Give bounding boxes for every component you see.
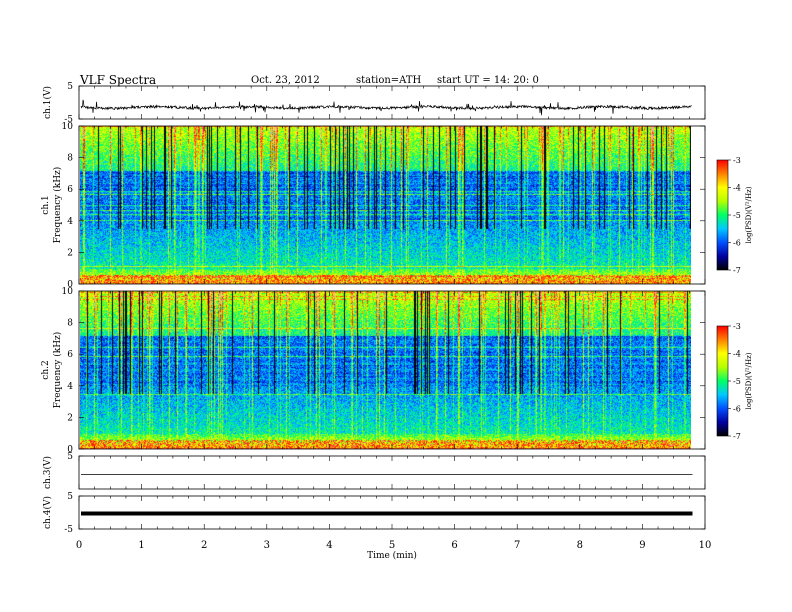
ch3-voltage-ylabel: ch.3(V) [42,456,53,489]
ch1-spectrum-ytick-3: 6 [67,185,73,195]
x-tick-label-3: 3 [264,540,270,551]
ch3-voltage-x-ticks [78,456,706,489]
ch2-spectrum-ytick-5: 10 [62,287,74,297]
x-tick-label-7: 7 [514,540,520,551]
ch1-spectrum-ytick-2: 4 [67,217,73,227]
ch4-voltage-ytick-1: -5 [64,525,73,535]
ch1-spectrum-x-ticks [78,126,706,284]
ch2-spectrum-ylabel: Frequency (kHz) [52,332,63,409]
ch1-spectrum-ytick-4: 8 [67,154,73,164]
ch2-spectrum-ytick-2: 4 [67,382,73,392]
ch1-spectrum-ytick-0: 0 [67,280,73,290]
ch2-spectrum-colorbar-tick-0: -3 [733,322,741,331]
ch1-spectrum-ytick-1: 2 [67,248,73,258]
x-tick-label-2: 2 [201,540,207,551]
x-tick-label-10: 10 [699,540,712,551]
ch2-spectrum-ytick-1: 2 [67,413,73,423]
ch2-spectrum-x-ticks [78,291,706,449]
ch4-voltage-x-ticks [78,496,706,529]
date-label: Oct. 23, 2012 [251,75,320,86]
start-time-label: start UT = 14: 20: 0 [437,75,539,86]
ch2-spectrum-colorbar-tick-1: -4 [733,350,741,359]
ch2-spectrum-colorbar [716,325,729,437]
ch1-voltage-trace [80,99,693,116]
ch4-voltage-ytick-0: 5 [67,492,73,502]
ch2-spectrum-colorbar-tick-3: -6 [733,405,741,414]
x-tick-label-1: 1 [138,540,144,551]
chart-title: VLF Spectra [80,73,157,87]
ch2-spectrum-channel-label: ch.2 [41,360,51,379]
x-tick-label-6: 6 [451,540,457,551]
ch1-spectrum-spectrogram [80,126,691,284]
ch4-voltage-ylabel: ch.4(V) [42,496,53,529]
ch1-voltage-ytick-1: -5 [64,115,73,125]
ch2-spectrum-colorbar-tick-4: -7 [733,432,741,441]
ch1-spectrum-colorbar-tick-2: -5 [733,211,741,220]
x-tick-label-5: 5 [389,540,395,551]
ch1-spectrum-colorbar [716,159,729,271]
ch1-spectrum-ytick-5: 10 [62,122,74,132]
ch1-voltage-ytick-0: 5 [67,82,73,92]
ch2-spectrum-spectrogram [80,291,691,449]
x-tick-label-4: 4 [326,540,332,551]
ch1-spectrum-colorbar-tick-1: -4 [733,184,741,193]
station-label: station=ATH [356,75,422,86]
ch1-voltage-ylabel: ch.1(V) [42,86,53,119]
x-tick-label-0: 0 [76,540,82,551]
ch1-spectrum-channel-label: ch.1 [41,195,51,214]
x-axis-label: Time (min) [367,550,417,561]
ch1-spectrum-colorbar-tick-0: -3 [733,156,741,165]
ch1-spectrum-ylabel: Frequency (kHz) [52,167,63,244]
ch2-spectrum-ytick-4: 8 [67,319,73,329]
x-tick-label-9: 9 [639,540,645,551]
ch2-spectrum-ytick-3: 6 [67,350,73,360]
ch2-spectrum-colorbar-tick-2: -5 [733,377,741,386]
ch3-voltage-ytick-0: 5 [67,452,73,462]
ch1-voltage-x-ticks [78,86,706,119]
ch1-spectrum-colorbar-tick-4: -7 [733,266,741,275]
ch1-spectrum-colorbar-tick-3: -6 [733,239,741,248]
x-tick-label-8: 8 [577,540,583,551]
ch1-spectrum-colorbar-label: log(PSD)(V²/Hz) [745,186,753,243]
ch2-spectrum-ytick-0: 0 [67,445,73,455]
ch2-spectrum-colorbar-label: log(PSD)(V²/Hz) [745,352,753,409]
